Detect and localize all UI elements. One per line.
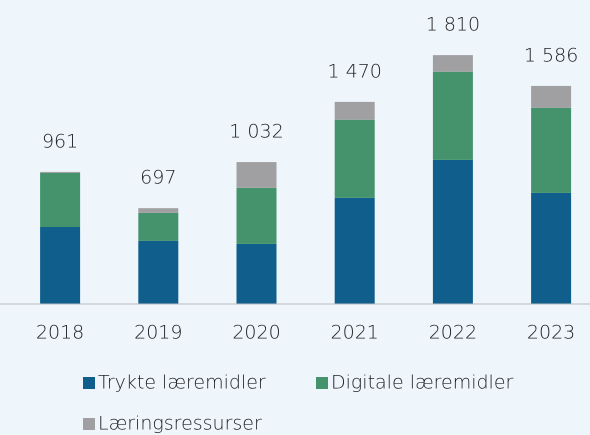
bar-segment [432,159,473,304]
bar-segment [138,212,179,241]
total-label: 1 586 [524,44,578,66]
x-tick-label: 2021 [331,322,379,344]
bar-segment [236,243,277,304]
bar-segment [432,55,473,72]
bar-segment [40,227,81,304]
bar-segment [334,197,375,304]
legend-swatch [83,377,95,389]
total-label: 697 [140,167,176,189]
bar-segment [236,187,277,244]
total-label: 1 032 [229,121,283,143]
legend-label: Læringsressurser [98,413,262,435]
x-tick-label: 2022 [429,322,477,344]
bar-segment [138,208,179,213]
bar-segment [432,71,473,160]
total-label: 1 470 [327,60,381,82]
bar-segment [40,171,81,173]
legend-swatch [316,377,328,389]
legend-label: Trykte læremidler [98,372,266,394]
bar-segment [531,85,572,108]
x-tick-label: 2020 [232,322,280,344]
x-tick-label: 2019 [134,322,182,344]
legend-label: Digitale læremidler [331,372,514,394]
x-tick-label: 2018 [36,322,84,344]
bar-segment [334,101,375,120]
bar-segment [40,172,81,227]
bar-segment [138,240,179,304]
bar-segment [334,119,375,198]
bar-segment [236,162,277,188]
total-label: 961 [42,130,78,152]
bar-segment [531,107,572,193]
total-label: 1 810 [426,14,480,36]
x-tick-label: 2023 [527,322,575,344]
bar-segment [531,192,572,304]
legend-swatch [83,418,95,430]
